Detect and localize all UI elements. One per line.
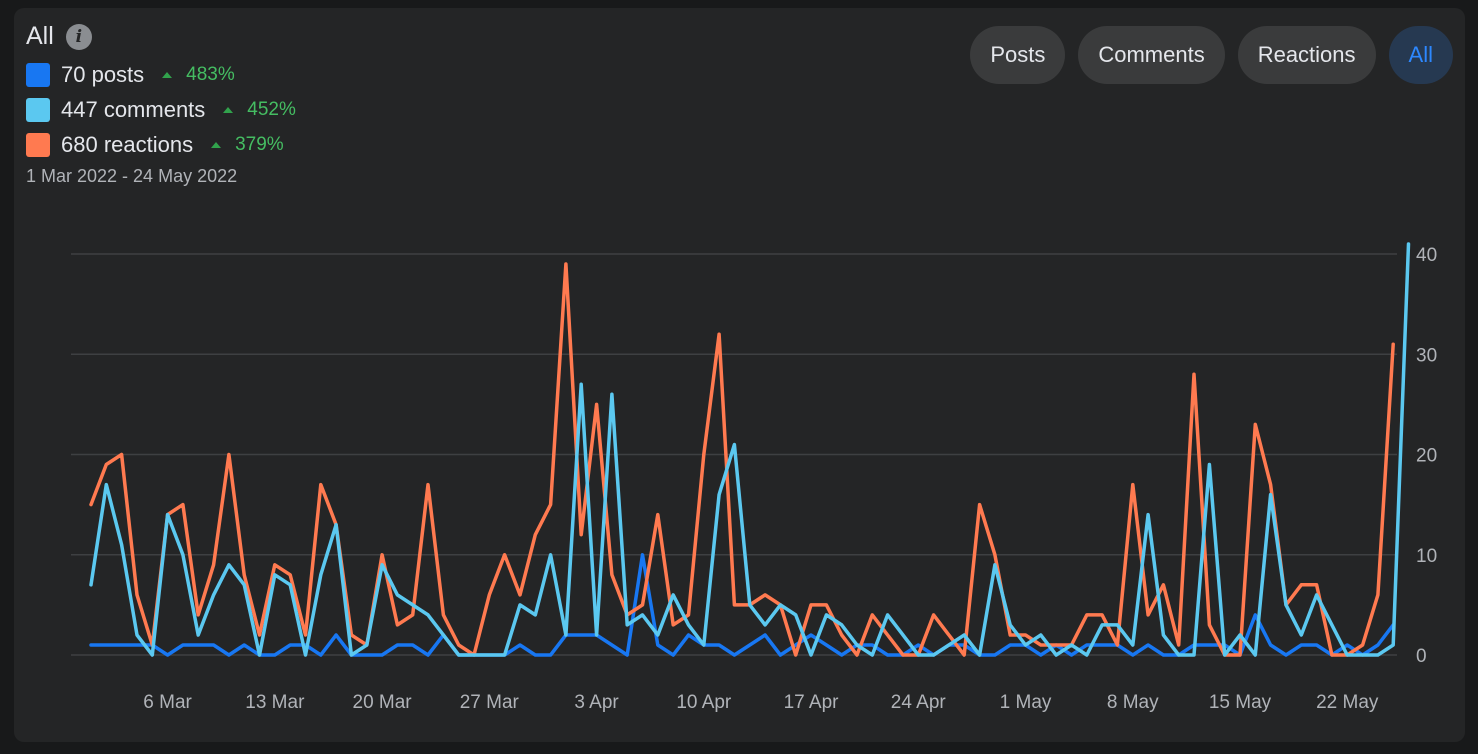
trend-comments: 452% xyxy=(223,99,296,121)
info-icon[interactable]: i xyxy=(65,23,92,50)
x-tick-label: 13 Mar xyxy=(245,692,305,713)
trend-value-reactions: 379% xyxy=(235,133,284,155)
filter-all-button[interactable]: All xyxy=(1388,26,1453,84)
y-tick-label: 20 xyxy=(1416,446,1437,467)
y-tick-label: 30 xyxy=(1416,345,1437,366)
trend-posts: 483% xyxy=(162,64,235,86)
series-line-reactions xyxy=(89,262,1395,657)
filter-group: Posts Comments Reactions All xyxy=(970,26,1453,84)
filter-posts-button[interactable]: Posts xyxy=(970,26,1066,84)
y-tick-label: 40 xyxy=(1416,245,1437,266)
legend-swatch-comments xyxy=(26,97,50,122)
legend-swatch-posts xyxy=(26,62,50,87)
y-tick-label: 0 xyxy=(1416,646,1427,667)
filter-reactions-button[interactable]: Reactions xyxy=(1237,26,1376,84)
x-tick-label: 20 Mar xyxy=(353,692,413,713)
x-tick-label: 17 Apr xyxy=(784,692,840,713)
legend-item-reactions: 680 reactions 379% xyxy=(26,127,296,162)
y-tick-label: 10 xyxy=(1416,546,1437,567)
legend-swatch-reactions xyxy=(26,132,50,157)
trend-value-posts: 483% xyxy=(186,63,235,85)
x-tick-label: 1 May xyxy=(1000,692,1052,713)
trend-up-icon xyxy=(162,71,173,78)
x-tick-label: 27 Mar xyxy=(460,692,520,713)
x-tick-label: 6 Mar xyxy=(143,692,192,713)
legend-item-posts: 70 posts 483% xyxy=(26,57,296,92)
trend-reactions: 379% xyxy=(211,134,284,156)
x-tick-label: 10 Apr xyxy=(676,692,732,713)
chart-title: All xyxy=(26,22,54,50)
legend: 70 posts 483% 447 comments 452% 680 reac… xyxy=(26,57,296,162)
x-tick-label: 15 May xyxy=(1209,692,1272,713)
chart-header: All i xyxy=(26,22,92,51)
filter-comments-button[interactable]: Comments xyxy=(1078,26,1225,84)
trend-up-icon xyxy=(211,141,222,148)
legend-label-posts: 70 posts xyxy=(61,61,145,87)
x-tick-label: 24 Apr xyxy=(891,692,947,713)
x-tick-label: 3 Apr xyxy=(574,692,619,713)
trend-up-icon xyxy=(223,106,234,113)
date-range: 1 Mar 2022 - 24 May 2022 xyxy=(26,166,238,186)
x-tick-label: 8 May xyxy=(1107,692,1159,713)
series-line-comments xyxy=(89,242,1411,657)
legend-label-reactions: 680 reactions xyxy=(61,131,194,157)
legend-item-comments: 447 comments 452% xyxy=(26,92,296,127)
trend-value-comments: 452% xyxy=(247,98,296,120)
x-tick-label: 22 May xyxy=(1316,692,1379,713)
legend-label-comments: 447 comments xyxy=(61,96,206,122)
